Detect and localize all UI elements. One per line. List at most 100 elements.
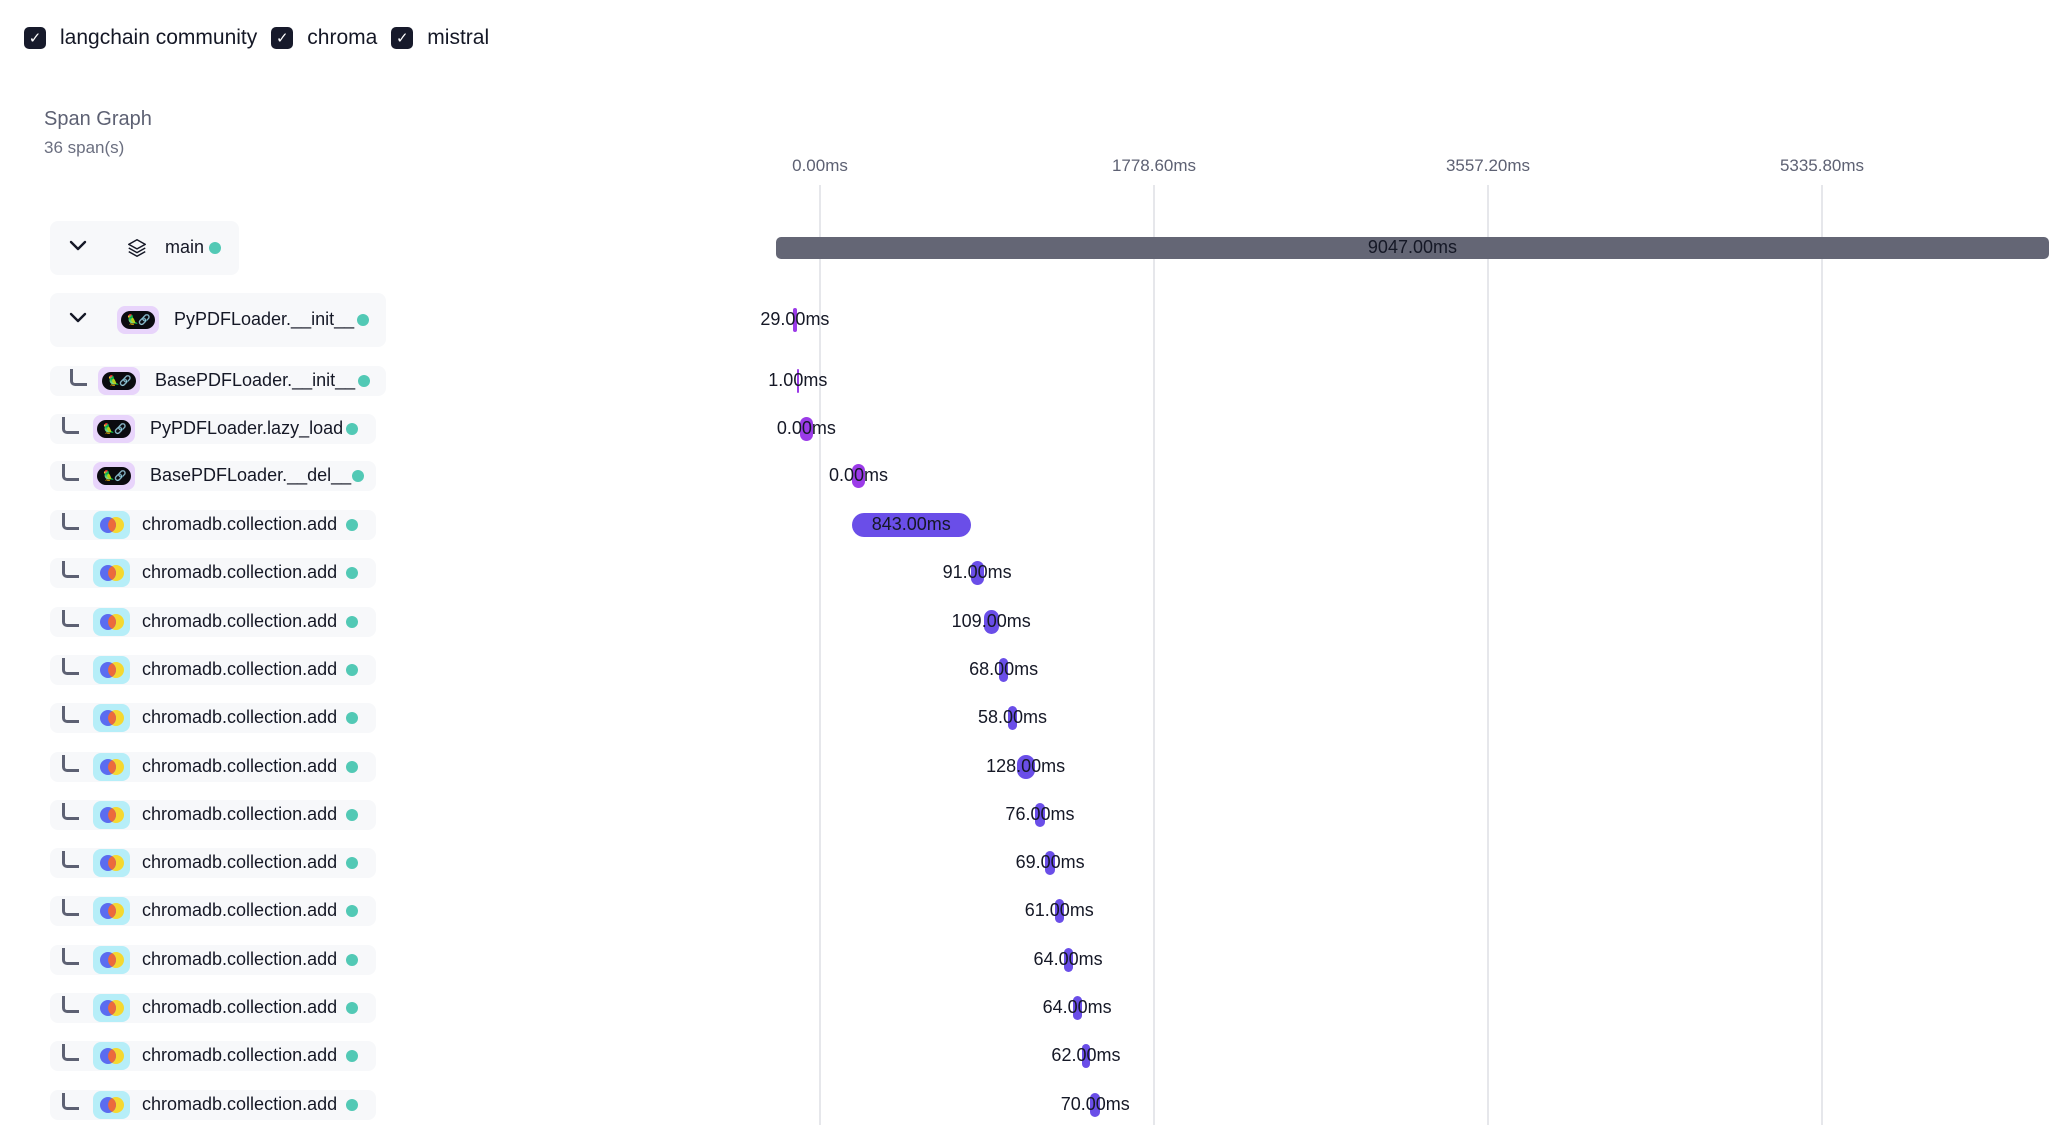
span-duration-label: 64.00ms bbox=[1042, 997, 1112, 1017]
span-name: chromadb.collection.add bbox=[142, 852, 338, 873]
span-duration-label: 58.00ms bbox=[977, 707, 1048, 728]
span-duration-label: 109.00ms bbox=[951, 610, 1031, 631]
span-name: chromadb.collection.add bbox=[142, 803, 338, 824]
span-row-chromadb-collection-add[interactable]: chromadb.collection.add bbox=[50, 896, 376, 927]
span-row-chromadb-collection-add[interactable]: chromadb.collection.add bbox=[50, 703, 376, 734]
tree-connector-icon bbox=[62, 706, 79, 724]
langchain-icon: 🦜🔗 bbox=[93, 462, 135, 490]
span-bar[interactable] bbox=[983, 609, 999, 634]
langchain-icon: 🦜🔗 bbox=[117, 306, 159, 334]
span-duration-label: 68.00ms bbox=[969, 658, 1039, 679]
span-bar[interactable] bbox=[1063, 947, 1073, 972]
chroma-icon bbox=[93, 655, 130, 684]
span-bar[interactable] bbox=[1034, 802, 1046, 827]
checkbox-checked-icon[interactable]: ✓ bbox=[391, 27, 414, 49]
span-bar[interactable] bbox=[1072, 996, 1082, 1020]
tree-connector-icon bbox=[62, 851, 79, 869]
span-name: chromadb.collection.add bbox=[142, 514, 338, 534]
span-bar[interactable] bbox=[998, 657, 1009, 682]
chroma-icon bbox=[93, 1090, 130, 1119]
span-bar[interactable] bbox=[1081, 1044, 1091, 1069]
status-ok-dot bbox=[358, 375, 370, 387]
span-row-chromadb-collection-add[interactable]: chromadb.collection.add bbox=[50, 848, 376, 879]
span-name: main bbox=[165, 237, 205, 257]
status-ok-dot bbox=[346, 1002, 358, 1014]
span-row-pypdfloader-lazy-load[interactable]: 🦜🔗 PyPDFLoader.lazy_load bbox=[50, 414, 376, 444]
span-row-chromadb-collection-add[interactable]: chromadb.collection.add bbox=[50, 510, 376, 540]
span-bar[interactable] bbox=[776, 237, 2049, 259]
span-row-chromadb-collection-add[interactable]: chromadb.collection.add bbox=[50, 558, 376, 589]
page-title: Span Graph bbox=[44, 108, 152, 130]
span-row-chromadb-collection-add[interactable]: chromadb.collection.add bbox=[50, 751, 376, 782]
parrot-link-icon: 🦜🔗 bbox=[97, 420, 131, 438]
status-ok-dot bbox=[346, 663, 358, 676]
span-name: chromadb.collection.add bbox=[142, 707, 338, 728]
chroma-icon bbox=[93, 994, 130, 1022]
span-bar[interactable] bbox=[1045, 851, 1055, 876]
span-duration-label: 69.00ms bbox=[1015, 852, 1085, 873]
span-row-basepdfloader-del-[interactable]: 🦜🔗 BasePDFLoader.__del__ bbox=[50, 461, 376, 491]
span-bar[interactable] bbox=[970, 561, 984, 586]
tree-connector-icon bbox=[62, 947, 79, 965]
span-row-main[interactable]: main bbox=[50, 221, 239, 275]
filter-chroma[interactable]: ✓ chroma bbox=[271, 26, 377, 50]
span-bar[interactable] bbox=[796, 369, 799, 393]
chevron-down-icon[interactable] bbox=[67, 234, 89, 261]
span-row-chromadb-collection-add[interactable]: chromadb.collection.add bbox=[50, 1089, 376, 1120]
chroma-icon bbox=[93, 945, 130, 974]
span-row-chromadb-collection-add[interactable]: chromadb.collection.add bbox=[50, 993, 376, 1023]
langchain-icon: 🦜🔗 bbox=[98, 367, 140, 395]
status-ok-dot bbox=[346, 760, 358, 773]
gridline bbox=[1821, 185, 1823, 1125]
status-ok-dot bbox=[346, 1050, 358, 1063]
filter-mistral[interactable]: ✓ mistral bbox=[391, 26, 489, 50]
status-ok-dot bbox=[209, 242, 221, 254]
parrot-link-icon: 🦜🔗 bbox=[121, 311, 155, 329]
span-bar[interactable] bbox=[792, 308, 797, 332]
span-name: chromadb.collection.add bbox=[142, 610, 338, 631]
span-name: PyPDFLoader.__init__ bbox=[174, 309, 355, 329]
tree-connector-icon bbox=[62, 1044, 79, 1062]
span-name: chromadb.collection.add bbox=[142, 900, 338, 921]
span-row-chromadb-collection-add[interactable]: chromadb.collection.add bbox=[50, 1041, 376, 1072]
span-count: 36 span(s) bbox=[44, 138, 125, 157]
span-row-chromadb-collection-add[interactable]: chromadb.collection.add bbox=[50, 944, 376, 975]
span-bar[interactable] bbox=[1016, 754, 1035, 779]
span-name: chromadb.collection.add bbox=[142, 755, 338, 776]
chevron-down-icon[interactable] bbox=[67, 306, 89, 333]
chroma-icon bbox=[93, 607, 130, 636]
layers-icon bbox=[125, 234, 149, 262]
span-duration-label: 61.00ms bbox=[1024, 900, 1094, 921]
tree-connector-icon bbox=[62, 417, 79, 434]
status-ok-dot bbox=[346, 857, 358, 870]
span-bar[interactable] bbox=[1008, 706, 1017, 731]
tree-connector-icon bbox=[62, 464, 79, 481]
span-name: BasePDFLoader.__init__ bbox=[155, 370, 356, 390]
span-duration-label: 9047.00ms bbox=[1367, 237, 1457, 257]
span-row-chromadb-collection-add[interactable]: chromadb.collection.add bbox=[50, 606, 376, 637]
span-bar[interactable] bbox=[851, 513, 971, 537]
span-row-chromadb-collection-add[interactable]: chromadb.collection.add bbox=[50, 799, 376, 830]
tree-connector-icon bbox=[62, 754, 79, 772]
span-bar[interactable] bbox=[799, 417, 813, 441]
span-duration-label: 29.00ms bbox=[760, 309, 830, 329]
span-row-chromadb-collection-add[interactable]: chromadb.collection.add bbox=[50, 654, 376, 685]
span-duration-label: 1.00ms bbox=[768, 370, 828, 390]
tree-connector-icon bbox=[62, 561, 79, 579]
checkbox-checked-icon[interactable]: ✓ bbox=[271, 27, 294, 49]
span-name: chromadb.collection.add bbox=[142, 1045, 338, 1066]
checkbox-checked-icon[interactable]: ✓ bbox=[24, 27, 46, 49]
chroma-icon bbox=[93, 704, 130, 733]
span-bar[interactable] bbox=[1090, 1092, 1101, 1117]
filter-langchain-community[interactable]: ✓ langchain community bbox=[24, 26, 257, 50]
tree-connector-icon bbox=[62, 609, 79, 627]
span-row-pypdfloader-init-[interactable]: 🦜🔗 PyPDFLoader.__init__ bbox=[50, 293, 386, 347]
span-bar[interactable] bbox=[851, 464, 865, 488]
span-bar[interactable] bbox=[1055, 899, 1064, 924]
tree-connector-icon bbox=[62, 802, 79, 820]
chroma-icon bbox=[93, 1042, 130, 1071]
span-duration-label: 62.00ms bbox=[1051, 1045, 1121, 1066]
span-row-basepdfloader-init-[interactable]: 🦜🔗 BasePDFLoader.__init__ bbox=[50, 366, 386, 396]
chroma-icon bbox=[93, 800, 130, 829]
status-ok-dot bbox=[346, 1098, 358, 1111]
